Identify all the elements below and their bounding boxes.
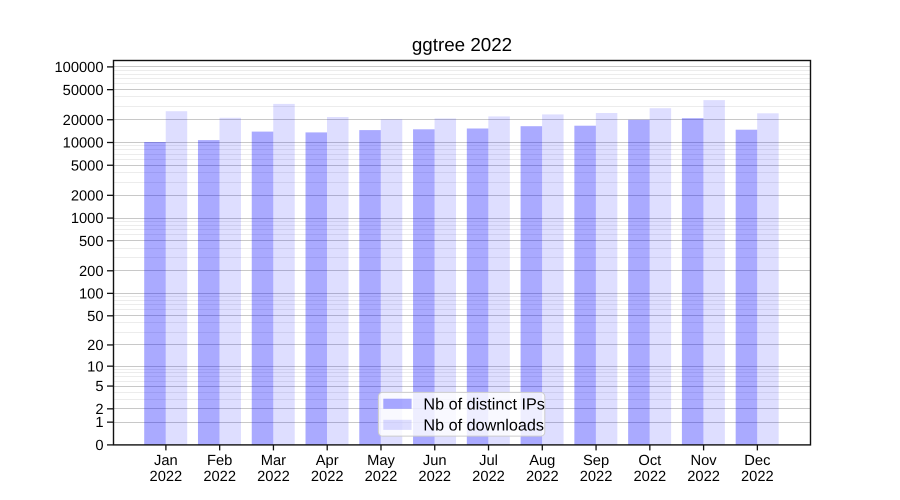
svg-text:1000: 1000 <box>71 211 104 227</box>
svg-text:10: 10 <box>87 359 103 375</box>
svg-text:May: May <box>367 453 395 469</box>
svg-text:2022: 2022 <box>365 469 398 485</box>
svg-text:2022: 2022 <box>580 469 613 485</box>
svg-text:Jul: Jul <box>479 453 498 469</box>
svg-text:2022: 2022 <box>472 469 505 485</box>
svg-text:2022: 2022 <box>150 469 183 485</box>
svg-text:Jun: Jun <box>423 453 447 469</box>
svg-text:Nb of distinct IPs: Nb of distinct IPs <box>423 395 544 413</box>
svg-text:Dec: Dec <box>744 453 770 469</box>
svg-text:2022: 2022 <box>687 469 720 485</box>
svg-text:100: 100 <box>79 286 104 302</box>
svg-text:50000: 50000 <box>63 83 104 99</box>
svg-text:50: 50 <box>87 309 103 325</box>
svg-text:1: 1 <box>95 415 103 431</box>
svg-text:2022: 2022 <box>741 469 774 485</box>
svg-text:Feb: Feb <box>207 453 232 469</box>
svg-text:2: 2 <box>95 402 103 418</box>
svg-text:Mar: Mar <box>261 453 286 469</box>
svg-text:5: 5 <box>95 379 103 395</box>
svg-text:5000: 5000 <box>71 158 104 174</box>
svg-text:100000: 100000 <box>54 60 103 76</box>
svg-text:2022: 2022 <box>526 469 559 485</box>
svg-text:Aug: Aug <box>529 453 555 469</box>
svg-text:2022: 2022 <box>418 469 451 485</box>
svg-text:Oct: Oct <box>638 453 661 469</box>
svg-text:Jan: Jan <box>154 453 178 469</box>
svg-text:2022: 2022 <box>257 469 290 485</box>
svg-text:2022: 2022 <box>633 469 666 485</box>
svg-text:Apr: Apr <box>316 453 339 469</box>
svg-text:Nb of downloads: Nb of downloads <box>423 416 544 434</box>
svg-text:200: 200 <box>79 264 104 280</box>
svg-text:500: 500 <box>79 234 104 250</box>
svg-text:2000: 2000 <box>71 188 104 204</box>
svg-text:2022: 2022 <box>311 469 344 485</box>
svg-text:2022: 2022 <box>203 469 236 485</box>
svg-text:10000: 10000 <box>63 136 104 152</box>
svg-text:Nov: Nov <box>691 453 718 469</box>
svg-text:20000: 20000 <box>63 113 104 129</box>
svg-text:ggtree 2022: ggtree 2022 <box>412 34 512 55</box>
svg-text:0: 0 <box>95 438 103 454</box>
svg-text:Sep: Sep <box>583 453 609 469</box>
svg-text:20: 20 <box>87 338 103 354</box>
